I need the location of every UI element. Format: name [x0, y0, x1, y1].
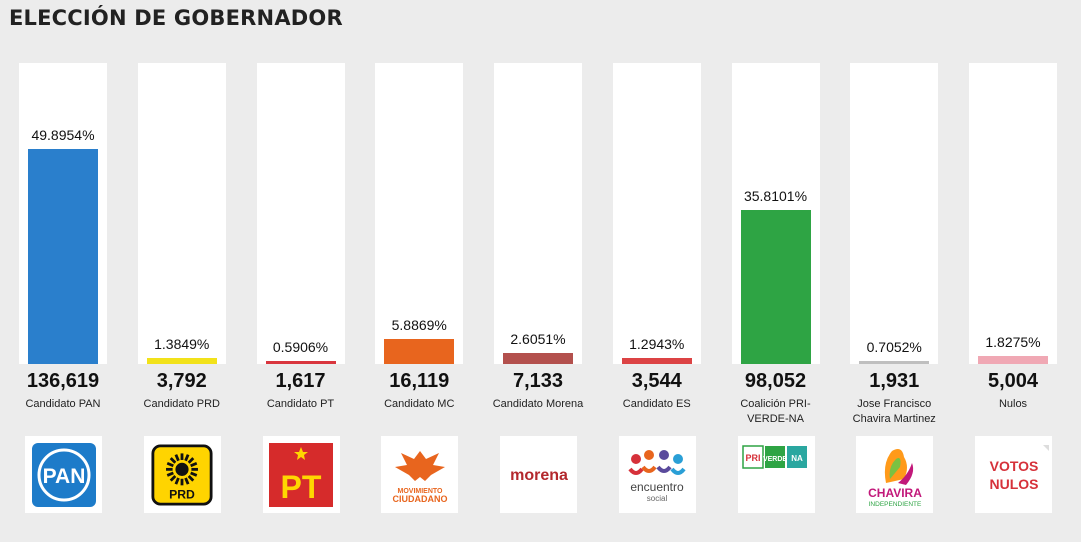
pt-logo: PT — [262, 436, 340, 513]
percent-label: 1.8275% — [985, 334, 1041, 351]
percent-label: 49.8954% — [31, 127, 95, 144]
category-label: Coalición PRI-VERDE-NA — [740, 398, 811, 425]
svg-text:PRD: PRD — [169, 487, 195, 501]
bar-column: 1.2943% 3,544 Candidato ES encuentro social — [612, 0, 701, 542]
category-label: Candidato Morena — [492, 398, 584, 410]
bar-column: 0.5906% 1,617 Candidato PT PT — [256, 0, 345, 542]
svg-text:INDEPENDIENTE: INDEPENDIENTE — [868, 501, 921, 508]
svg-text:social: social — [647, 494, 668, 503]
svg-text:PT: PT — [281, 469, 322, 505]
bar-column: 2.6051% 7,133 Candidato Morena morena — [493, 0, 583, 542]
svg-text:MOVIMIENTO: MOVIMIENTO — [397, 488, 443, 495]
bar — [621, 358, 692, 364]
category-label: Candidato ES — [622, 398, 691, 410]
svg-text:encuentro: encuentro — [631, 480, 685, 494]
es-logo: encuentro social — [618, 436, 696, 513]
morena-logo: morena — [500, 436, 577, 513]
chavira-logo: CHAVIRA INDEPENDIENTE — [856, 436, 934, 513]
bar-column: 35.8101% 98,052 Coalición PRI-VERDE-NA PRI V… — [731, 0, 820, 542]
svg-text:CIUDADANO: CIUDADANO — [392, 494, 447, 504]
vote-count: 7,133 — [512, 370, 564, 392]
svg-text:NULOS: NULOS — [989, 476, 1038, 492]
pan-logo: PAN — [25, 436, 102, 513]
category-label: Candidato PAN — [25, 398, 101, 410]
bar-column: 0.7052% 1,931 Jose Francisco Chavira Marti… — [850, 0, 939, 542]
vote-count: 136,619 — [26, 370, 100, 392]
vote-count: 16,119 — [389, 370, 450, 392]
pri-verde-na-logo: PRI VERDE NA — [737, 436, 815, 513]
svg-text:VERDE: VERDE — [763, 456, 787, 463]
svg-text:morena: morena — [510, 467, 568, 484]
bar — [384, 338, 455, 364]
svg-text:NA: NA — [791, 454, 803, 463]
percent-label: 1.3849% — [154, 336, 210, 353]
svg-text:PRI: PRI — [745, 453, 760, 463]
bar — [146, 358, 217, 364]
bar-track: 0.7052% — [850, 63, 939, 364]
bar-track: 2.6051% — [494, 63, 582, 364]
percent-label: 0.5906% — [272, 339, 329, 355]
bar-track: 1.2943% — [612, 63, 701, 364]
bar — [740, 210, 811, 364]
svg-text:VOTOS: VOTOS — [989, 458, 1038, 474]
bar-track: 0.5906% — [256, 63, 345, 364]
category-label: Candidato MC — [384, 398, 455, 410]
category-label: Candidato PRD — [143, 398, 220, 410]
percent-label: 35.8101% — [743, 188, 808, 205]
percent-label: 0.7052% — [866, 338, 922, 355]
bar — [265, 361, 336, 364]
percent-label: 2.6051% — [510, 330, 566, 347]
bar-track: 5.8869% — [375, 63, 464, 364]
bar — [28, 149, 98, 364]
percent-label: 1.2943% — [629, 336, 685, 353]
bar-column: 5.8869% 16,119 Candidato MC MOVIMIENTO CIUDA… — [375, 0, 464, 542]
bar — [859, 360, 930, 364]
bar-track: 49.8954% — [19, 63, 107, 364]
vote-count: 1,617 — [275, 370, 326, 392]
bar — [978, 356, 1048, 364]
bar-column: 1.8275% 5,004 Nulos VOTOS NULOS — [969, 0, 1057, 542]
vote-count: 1,931 — [869, 370, 920, 392]
svg-text:PAN: PAN — [42, 465, 85, 488]
bar — [503, 352, 573, 364]
prd-logo: PRD — [143, 436, 221, 513]
bar-column: 49.8954% 136,619 Candidato PAN PAN — [19, 0, 107, 542]
vote-count: 5,004 — [987, 370, 1039, 392]
bar-column: 1.3849% 3,792 Candidato PRD PRD — [137, 0, 226, 542]
mc-logo: MOVIMIENTO CIUDADANO — [381, 436, 459, 513]
category-label: Candidato PT — [266, 398, 335, 410]
vote-count: 3,792 — [156, 370, 207, 392]
percent-label: 5.8869% — [391, 316, 447, 333]
page-title: ELECCIÓN DE GOBERNADOR — [9, 6, 343, 30]
bar-track: 1.3849% — [137, 63, 226, 364]
bar-track: 1.8275% — [969, 63, 1057, 364]
category-label: Jose Francisco Chavira Martinez — [852, 398, 936, 425]
category-label: Nulos — [998, 398, 1028, 410]
votos-nulos-logo: VOTOS NULOS — [975, 436, 1052, 513]
svg-text:CHAVIRA: CHAVIRA — [868, 486, 922, 500]
vote-count: 98,052 — [744, 370, 807, 392]
vote-count: 3,544 — [631, 370, 682, 392]
bar-track: 35.8101% — [731, 63, 820, 364]
